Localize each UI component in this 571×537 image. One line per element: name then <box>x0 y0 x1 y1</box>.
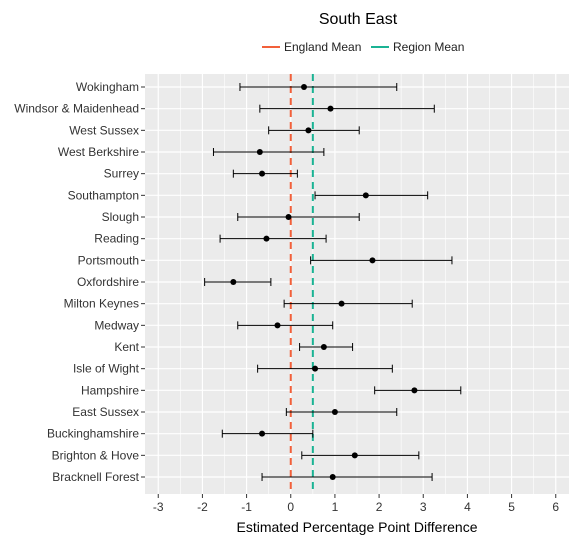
y-tick-label: East Sussex <box>72 405 139 419</box>
x-tick-label: 2 <box>376 500 383 514</box>
reference-lines <box>289 74 314 494</box>
data-point <box>320 344 327 350</box>
x-tick-label: -1 <box>241 500 252 514</box>
y-tick-label: Bracknell Forest <box>52 470 139 484</box>
y-tick-label: Oxfordshire <box>77 275 139 289</box>
data-point <box>338 300 345 307</box>
x-tick-label: -3 <box>153 500 164 514</box>
y-tick-label: Isle of Wight <box>73 362 140 376</box>
y-tick-label: West Berkshire <box>58 145 139 159</box>
y-tick-label: West Sussex <box>69 123 139 137</box>
y-tick-label: Windsor & Maidenhead <box>14 102 139 116</box>
x-tick-label: -2 <box>197 500 208 514</box>
x-tick-label: 0 <box>287 500 294 514</box>
data-point <box>259 430 266 437</box>
legend: England Mean Region Mean <box>262 40 464 54</box>
data-point <box>327 105 334 112</box>
y-tick-label: Reading <box>94 232 139 246</box>
y-tick-label: Buckinghamshire <box>47 427 139 441</box>
data-point <box>305 127 312 134</box>
y-axis: Wokingham Windsor & Maidenhead West Sussex… <box>14 80 145 484</box>
y-tick-label: Hampshire <box>81 383 139 397</box>
data-point <box>263 235 270 242</box>
data-point <box>256 149 263 155</box>
y-tick-label: Kent <box>114 340 139 354</box>
data-point <box>230 279 237 285</box>
data-point <box>259 170 266 177</box>
y-tick-label: Wokingham <box>76 80 139 94</box>
y-tick-label: Southampton <box>68 188 139 202</box>
y-tick-label: Portsmouth <box>78 253 139 267</box>
y-tick-label: Slough <box>102 210 139 224</box>
data-point <box>329 474 336 480</box>
data-point <box>362 192 369 199</box>
x-tick-label: 6 <box>552 500 559 514</box>
x-tick-label: 1 <box>332 500 339 514</box>
y-tick-label: Brighton & Hove <box>52 448 140 462</box>
legend-label-region-mean: Region Mean <box>393 40 464 54</box>
x-tick-label: 3 <box>420 500 427 514</box>
x-tick-label: 4 <box>464 500 471 514</box>
data-point <box>351 452 358 459</box>
y-tick-label: Surrey <box>104 167 139 181</box>
data-point <box>285 214 292 220</box>
data-point <box>312 365 319 372</box>
x-tick-label: 5 <box>508 500 515 514</box>
data-point <box>411 387 418 394</box>
y-tick-label: Medway <box>94 318 139 332</box>
data-point <box>301 84 307 90</box>
data-point <box>369 257 376 264</box>
legend-label-england-mean: England Mean <box>284 40 361 54</box>
x-axis: -3 -2 -1 0 1 2 3 4 5 6 <box>153 494 559 514</box>
data-point <box>274 322 281 329</box>
data-marks <box>204 83 462 481</box>
data-point <box>331 409 338 415</box>
x-axis-title: Estimated Percentage Point Difference <box>237 519 478 535</box>
y-tick-label: Milton Keynes <box>64 297 139 311</box>
chart-title: South East <box>319 11 398 28</box>
